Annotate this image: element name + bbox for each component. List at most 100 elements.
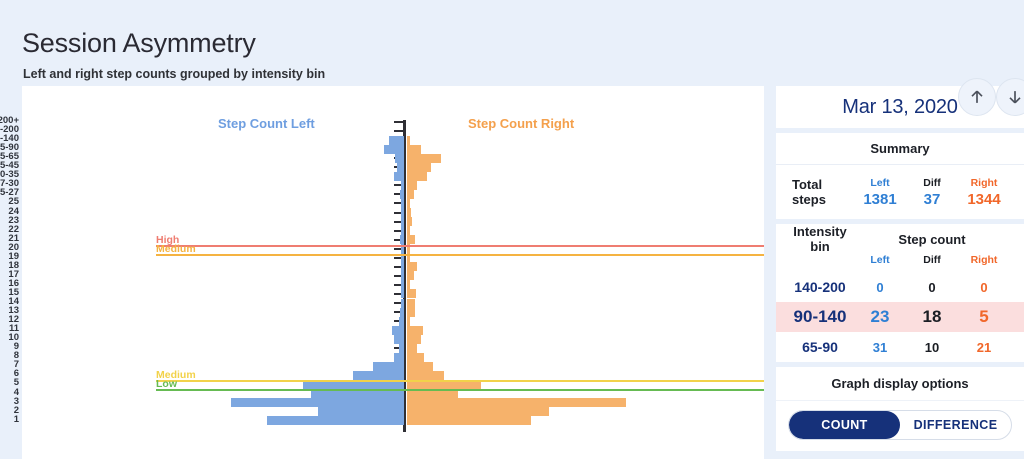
bar-left[interactable] bbox=[394, 153, 404, 163]
bar-left[interactable] bbox=[400, 235, 404, 245]
y-axis-tick-label: 22 bbox=[8, 223, 19, 235]
bar-left[interactable] bbox=[396, 162, 404, 172]
bar-right[interactable] bbox=[407, 398, 626, 408]
bar-left[interactable] bbox=[400, 180, 404, 190]
y-axis-tick-label: 30-35 bbox=[0, 169, 19, 181]
bar-left[interactable] bbox=[388, 135, 404, 145]
bar-right[interactable] bbox=[407, 198, 411, 208]
bar-left[interactable] bbox=[400, 298, 404, 308]
bar-left[interactable] bbox=[400, 289, 404, 299]
bar-left[interactable] bbox=[353, 370, 404, 380]
bar-right[interactable] bbox=[407, 298, 415, 308]
y-axis-tick-mark bbox=[394, 292, 403, 295]
bar-left[interactable] bbox=[391, 325, 404, 335]
scroll-down-button[interactable] bbox=[996, 78, 1024, 116]
bar-right[interactable] bbox=[407, 379, 481, 389]
bar-right[interactable] bbox=[407, 271, 414, 281]
bar-right[interactable] bbox=[407, 307, 416, 317]
total-right-value: 1344 bbox=[967, 190, 1001, 208]
bar-right[interactable] bbox=[407, 316, 411, 326]
y-axis-tick-mark bbox=[394, 238, 403, 241]
arrow-down-icon bbox=[1009, 91, 1021, 104]
bar-right[interactable] bbox=[407, 189, 415, 199]
bar-left[interactable] bbox=[398, 316, 404, 326]
total-right-col: Right 1344 bbox=[958, 176, 1010, 209]
bar-left[interactable] bbox=[400, 280, 404, 290]
intensity-bin-row[interactable]: 140-200 0 0 0 bbox=[776, 272, 1024, 302]
bar-right[interactable] bbox=[407, 153, 441, 163]
bar-right[interactable] bbox=[407, 370, 444, 380]
bar-right[interactable] bbox=[407, 180, 418, 190]
bar-right[interactable] bbox=[407, 361, 434, 371]
bar-left[interactable] bbox=[318, 407, 404, 417]
bar-left[interactable] bbox=[303, 379, 404, 389]
y-axis-tick-label: 27-30 bbox=[0, 178, 19, 190]
bar-right[interactable] bbox=[407, 162, 431, 172]
y-axis-tick-label: 13 bbox=[8, 305, 19, 317]
bar-left[interactable] bbox=[401, 198, 404, 208]
bar-left[interactable] bbox=[400, 189, 404, 199]
bar-right[interactable] bbox=[407, 289, 417, 299]
y-axis-tick-mark bbox=[394, 184, 403, 187]
y-axis-tick-label: 4 bbox=[13, 386, 19, 398]
bar-right[interactable] bbox=[407, 334, 422, 344]
bar-right[interactable] bbox=[407, 253, 410, 263]
bar-right[interactable] bbox=[407, 226, 411, 236]
bar-left[interactable] bbox=[393, 352, 404, 362]
display-mode-toggle[interactable]: COUNT DIFFERENCE bbox=[788, 410, 1012, 440]
total-diff-value: 37 bbox=[923, 190, 941, 208]
intensity-bin-row[interactable]: 65-90 31 10 21 bbox=[776, 332, 1024, 362]
y-axis-tick-label: 200+ bbox=[0, 115, 19, 126]
bar-left[interactable] bbox=[401, 253, 404, 263]
bar-right[interactable] bbox=[407, 325, 424, 335]
y-axis-tick-label: 25-27 bbox=[0, 187, 19, 199]
bar-left[interactable] bbox=[394, 334, 404, 344]
y-axis-tick-label: 11 bbox=[8, 323, 19, 335]
bar-right[interactable] bbox=[407, 208, 411, 217]
toggle-option-difference[interactable]: DIFFERENCE bbox=[913, 418, 998, 432]
bin-left-value: 23 bbox=[870, 307, 890, 326]
bar-left[interactable] bbox=[230, 398, 404, 408]
bar-right[interactable] bbox=[407, 389, 458, 398]
bar-right[interactable] bbox=[407, 262, 417, 272]
bar-right[interactable] bbox=[407, 244, 411, 254]
bar-right[interactable] bbox=[407, 407, 550, 417]
bar-left[interactable] bbox=[400, 217, 404, 227]
bar-right[interactable] bbox=[407, 352, 424, 362]
bar-left[interactable] bbox=[401, 226, 404, 236]
bar-left[interactable] bbox=[400, 262, 404, 272]
threshold-line: Medium bbox=[156, 243, 764, 256]
toggle-option-count[interactable]: COUNT bbox=[789, 411, 900, 439]
y-axis-tick-mark bbox=[394, 265, 403, 268]
bar-left[interactable] bbox=[394, 171, 404, 181]
y-axis-tick-label: 12 bbox=[8, 314, 19, 326]
y-axis-tick-label: 16 bbox=[8, 277, 19, 289]
bar-left[interactable] bbox=[401, 271, 404, 281]
y-axis-tick-mark bbox=[394, 302, 403, 304]
bar-right[interactable] bbox=[407, 144, 421, 154]
bar-right[interactable] bbox=[407, 416, 532, 426]
bar-left[interactable] bbox=[383, 144, 404, 154]
bar-left[interactable] bbox=[400, 307, 404, 317]
threshold-label: Low bbox=[156, 378, 177, 391]
bar-left[interactable] bbox=[373, 361, 404, 371]
page-subtitle: Left and right step counts grouped by in… bbox=[23, 67, 326, 81]
bar-right[interactable] bbox=[407, 135, 411, 145]
y-axis-tick-label: 23 bbox=[8, 214, 19, 226]
total-right-header: Right bbox=[970, 176, 998, 189]
bar-right[interactable] bbox=[407, 217, 412, 227]
bar-left[interactable] bbox=[401, 208, 404, 217]
bar-left[interactable] bbox=[266, 416, 404, 426]
bar-right[interactable] bbox=[407, 280, 410, 290]
bar-left[interactable] bbox=[401, 244, 404, 254]
bar-left[interactable] bbox=[311, 389, 404, 398]
bar-left[interactable] bbox=[398, 343, 404, 353]
bar-right[interactable] bbox=[407, 235, 415, 245]
y-axis-tick-mark bbox=[394, 121, 403, 123]
summary-panel: Summary Total steps Left 1381 Diff 37 Ri… bbox=[776, 133, 1024, 219]
intensity-bin-row[interactable]: 90-140 23 18 5 bbox=[776, 302, 1024, 332]
bar-right[interactable] bbox=[407, 171, 427, 181]
bar-right[interactable] bbox=[407, 343, 417, 353]
bin-diff-value: 10 bbox=[924, 339, 940, 355]
scroll-up-button[interactable] bbox=[958, 78, 996, 116]
